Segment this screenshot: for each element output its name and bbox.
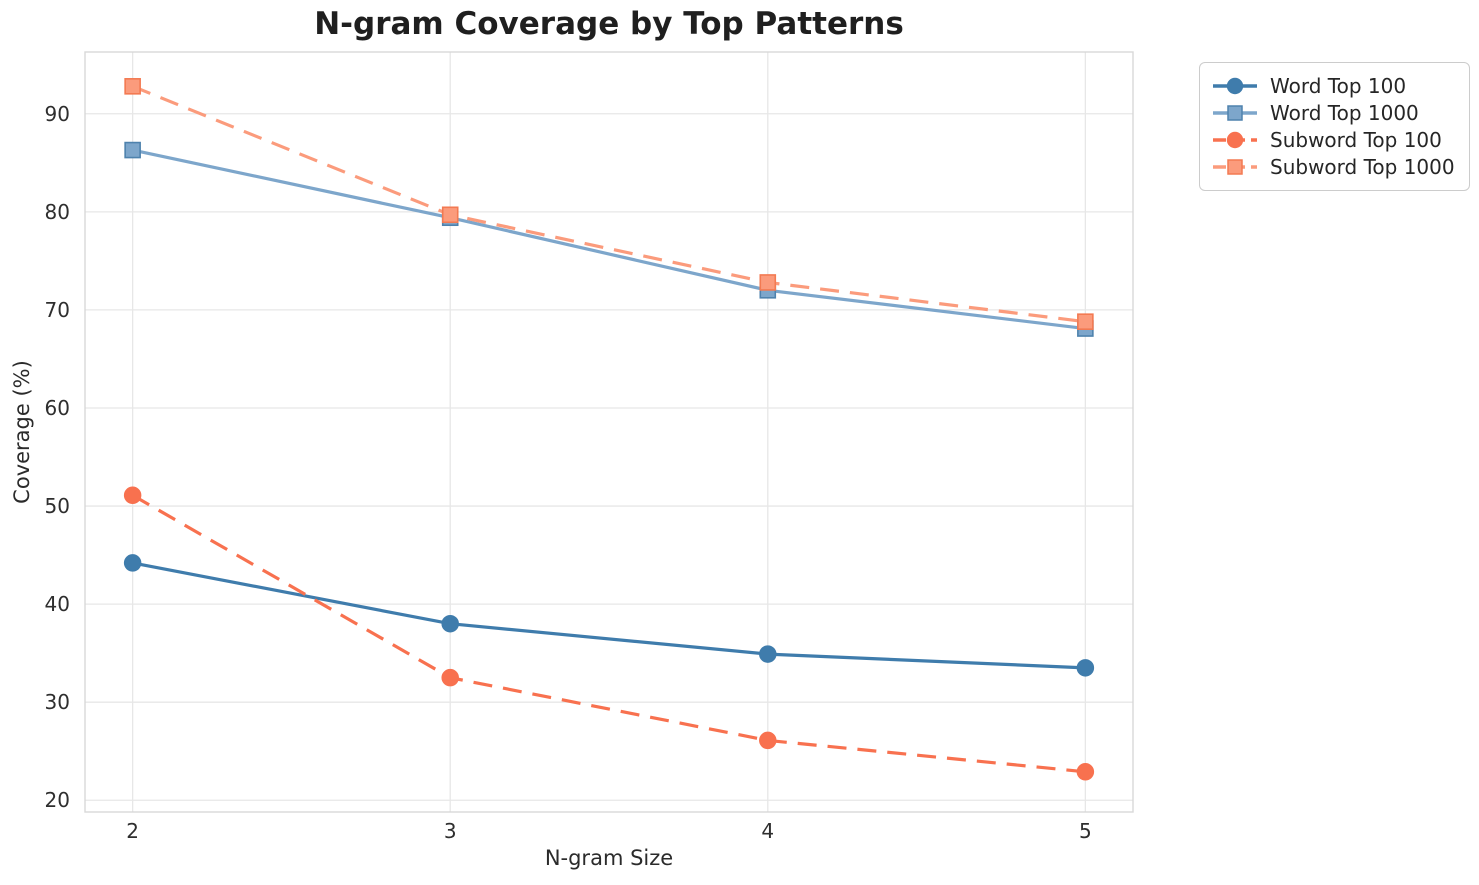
x-tick-label: 5	[1078, 819, 1092, 843]
y-tick-label: 40	[44, 592, 70, 617]
series-line-1	[132, 148, 1086, 331]
y-tick-label: 30	[44, 690, 70, 715]
y-tick-label: 50	[44, 494, 70, 519]
data-point-marker	[1077, 313, 1094, 330]
plot-border	[84, 51, 1134, 813]
series-line-3	[132, 84, 1086, 324]
data-point-marker	[441, 614, 459, 633]
x-tick-label: 4	[761, 819, 775, 843]
data-point-marker	[123, 554, 142, 572]
data-point-marker	[124, 78, 141, 95]
data-point-marker	[124, 141, 141, 159]
legend-swatch-icon	[1213, 105, 1257, 121]
y-axis-label: Coverage (%)	[10, 360, 34, 504]
data-point-marker	[759, 731, 777, 750]
y-tick-label: 60	[44, 395, 70, 420]
x-tick-label: 2	[126, 819, 139, 843]
legend-swatch-icon	[1213, 131, 1257, 149]
legend-item-word-top-100: Word Top 100	[1212, 72, 1455, 99]
x-axis-label: N-gram Size	[544, 846, 674, 870]
chart-title: N-gram Coverage by Top Patterns	[314, 6, 904, 42]
data-point-marker	[441, 668, 459, 687]
y-tick-label: 20	[44, 788, 70, 813]
series-line-0	[132, 561, 1086, 670]
legend-item-subword-top-100: Subword Top 100	[1212, 127, 1455, 154]
series-line-2	[131, 493, 1086, 774]
legend: Word Top 100 Word Top 1000 Subword Top 100…	[1199, 62, 1470, 191]
data-point-marker	[123, 486, 142, 505]
data-point-marker	[1076, 659, 1095, 677]
legend-item-word-top-1000: Word Top 1000	[1212, 99, 1455, 126]
y-tick-label: 70	[44, 297, 70, 322]
data-point-marker	[441, 206, 459, 224]
legend-label: Word Top 100	[1270, 73, 1407, 98]
y-tick-label: 90	[44, 101, 70, 126]
data-point-marker	[759, 274, 777, 291]
legend-label: Subword Top 1000	[1270, 155, 1455, 180]
x-tick-label: 3	[443, 819, 457, 843]
data-point-marker	[759, 645, 777, 663]
y-tick-label: 80	[44, 199, 70, 224]
legend-label: Subword Top 100	[1270, 128, 1442, 153]
legend-label: Word Top 1000	[1270, 100, 1419, 125]
legend-swatch-icon	[1213, 159, 1257, 176]
legend-item-subword-top-1000: Subword Top 1000	[1212, 154, 1455, 181]
legend-swatch-icon	[1213, 77, 1257, 94]
data-point-marker	[1076, 763, 1095, 781]
